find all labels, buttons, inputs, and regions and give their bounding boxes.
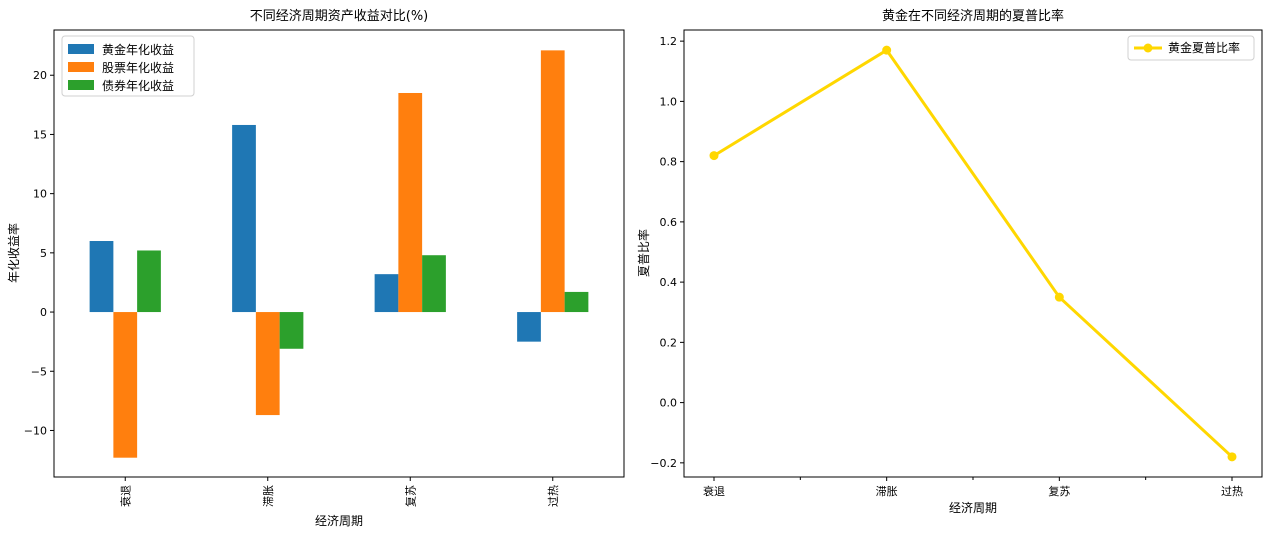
legend-swatch [68,62,94,72]
y-tick-label: 0.2 [660,336,678,349]
plot-area: −0.2 0.0 0.2 0.4 0.6 0.8 1.0 1.2 衰退 滞胀 复苏 过热 黄金夏普比率 [650,29,1263,498]
x-axis-label: 经济周期 [315,513,363,528]
x-tick-label: 衰退 [118,485,132,507]
bar-过热-黄金年化收益 [517,312,541,342]
y-tick-label: 0.4 [660,276,678,289]
plot-frame [53,29,625,478]
y-tick-label: 15 [33,128,47,141]
x-tick-label: 复苏 [403,485,417,507]
bar-复苏-黄金年化收益 [374,274,399,313]
y-tick-label: 0.6 [660,216,678,229]
legend-marker [1143,43,1153,53]
data-point [1227,452,1237,462]
y-tick-label: 0.0 [660,397,678,410]
bar-过热-股票年化收益 [540,50,565,313]
x-tick-label: 复苏 [1048,484,1070,498]
x-tick-label: 滞胀 [876,485,898,498]
y-axis-label: 年化收益率 [6,223,21,283]
x-tick-label: 过热 [547,485,560,507]
data-point [709,151,719,161]
x-tick-label: 过热 [1221,485,1243,498]
bar-衰退-债券年化收益 [137,250,161,313]
y-tick-label: 1.0 [660,95,678,108]
legend-swatch [68,44,94,54]
bar-滞胀-股票年化收益 [255,312,280,416]
x-tick-label: 衰退 [703,484,725,498]
bar-复苏-债券年化收益 [422,255,446,313]
bar-衰退-黄金年化收益 [89,241,114,313]
x-axis-label: 经济周期 [949,500,997,515]
bar-过热-债券年化收益 [564,291,589,313]
y-tick-label: 0 [40,306,47,319]
y-tick-label: −10 [24,424,47,437]
y-tick-label: 1.2 [660,35,678,48]
data-point [882,45,892,55]
legend-label: 黄金年化收益 [102,42,174,57]
legend-box [61,35,195,97]
y-tick-label: 5 [40,247,47,260]
legend-label: 股票年化收益 [102,61,174,75]
bar-chart-returns: 不同经济周期资产收益对比(%) 经济周期 年化收益率 −10 −5 0 5 10 15 20… [6,9,625,528]
data-point [1054,292,1064,302]
y-axis-label: 夏普比率 [636,229,651,277]
legend-box [1127,35,1255,61]
y-tick-label: 10 [33,188,47,201]
bar-滞胀-债券年化收益 [279,312,304,349]
bar-滞胀-黄金年化收益 [232,124,256,313]
chart-title: 黄金在不同经济周期的夏普比率 [882,8,1064,24]
series-line [713,48,1234,458]
y-tick-label: −5 [31,365,47,378]
legend-label: 债券年化收益 [102,78,174,93]
chart-title: 不同经济周期资产收益对比(%) [250,9,429,24]
bar-衰退-股票年化收益 [113,312,138,458]
y-tick-label: 20 [33,69,47,82]
plot-frame [683,29,1263,478]
legend-label: 黄金夏普比率 [1168,40,1240,55]
legend-swatch [68,80,94,90]
x-tick-label: 滞胀 [262,485,275,507]
line-chart-sharpe: 黄金在不同经济周期的夏普比率 经济周期 夏普比率 −0.2 0.0 0.2 0.4 0.… [636,8,1263,515]
y-tick-label: −0.2 [650,457,677,470]
y-tick-label: 0.8 [660,156,678,169]
bar-复苏-股票年化收益 [398,92,423,313]
